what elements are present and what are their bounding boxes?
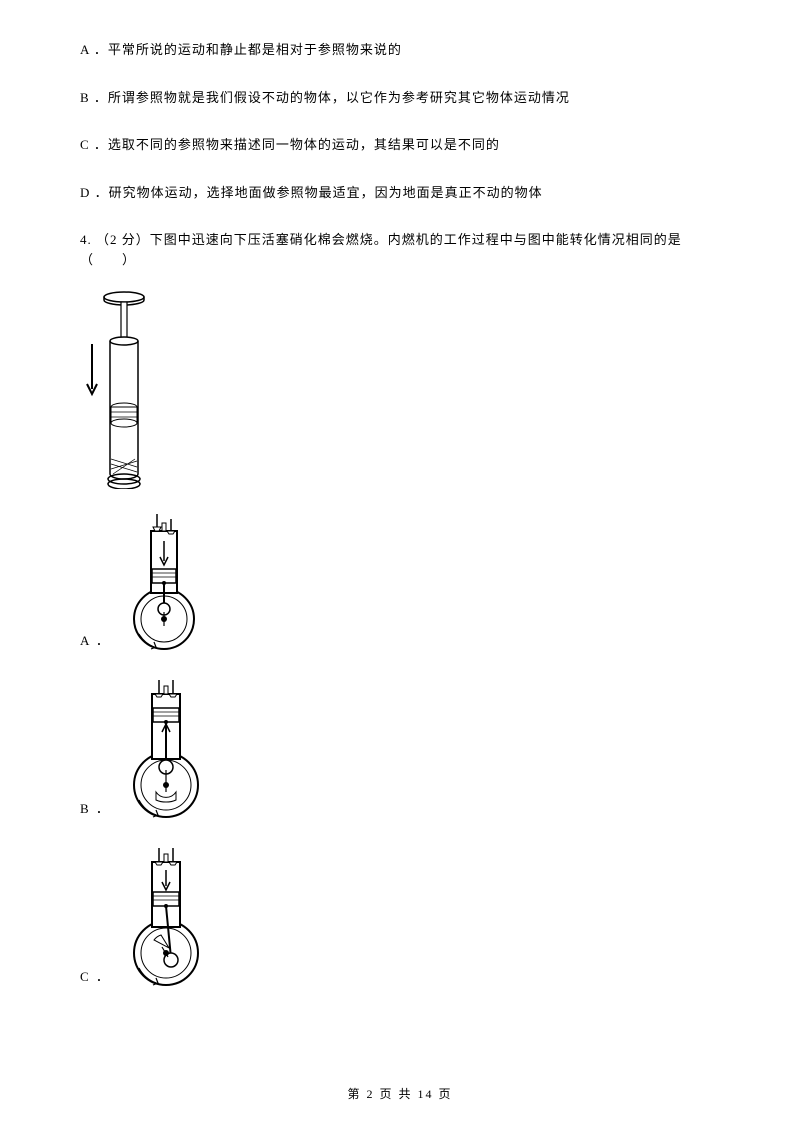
page-content: A ．平常所说的运动和静止都是相对于参照物来说的 B ．所谓参照物就是我们假设不… (0, 0, 800, 990)
option-b-row: B ． (80, 672, 720, 822)
piston-press-icon (80, 289, 158, 489)
option-a-prev: A ．平常所说的运动和静止都是相对于参照物来说的 (80, 40, 720, 60)
engine-intake-icon (119, 509, 209, 654)
question-4-text: 4. （2 分）下图中迅速向下压活塞硝化棉会燃烧。内燃机的工作过程中与图中能转化… (80, 230, 720, 269)
option-c-label: C ． (80, 966, 111, 990)
engine-power-icon (119, 840, 214, 990)
option-b-prev: B ．所谓参照物就是我们假设不动的物体，以它作为参考研究其它物体运动情况 (80, 88, 720, 108)
option-a-row: A ． (80, 509, 720, 654)
option-b-label: B ． (80, 798, 111, 822)
piston-diagram (80, 289, 720, 489)
option-a-label: A ． (80, 630, 111, 654)
option-c-row: C ． (80, 840, 720, 990)
engine-compression-icon (119, 672, 214, 822)
option-d-prev: D ．研究物体运动，选择地面做参照物最适宜，因为地面是真正不动的物体 (80, 183, 720, 203)
page-footer: 第 2 页 共 14 页 (0, 1085, 800, 1102)
option-c-prev: C ．选取不同的参照物来描述同一物体的运动，其结果可以是不同的 (80, 135, 720, 155)
